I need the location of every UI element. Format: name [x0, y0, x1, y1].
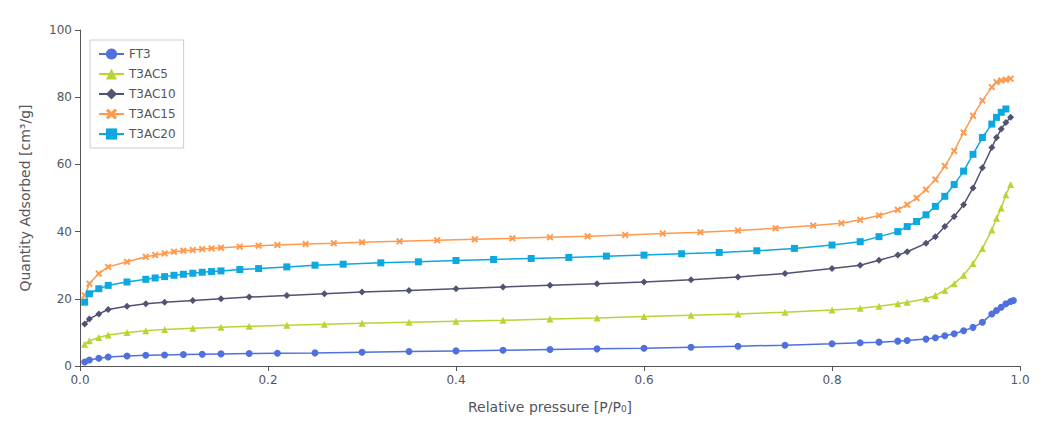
svg-text:0.8: 0.8 [822, 373, 841, 387]
svg-text:FT3: FT3 [129, 47, 151, 61]
svg-text:Quantity Adsorbed [cm³/g]: Quantity Adsorbed [cm³/g] [17, 104, 33, 291]
svg-text:80: 80 [57, 90, 72, 104]
svg-text:1.0: 1.0 [1010, 373, 1029, 387]
svg-text:0.4: 0.4 [446, 373, 465, 387]
svg-text:T3AC5: T3AC5 [128, 67, 168, 81]
svg-text:0.2: 0.2 [258, 373, 277, 387]
svg-text:60: 60 [57, 157, 72, 171]
svg-text:Relative pressure [P/P₀]: Relative pressure [P/P₀] [468, 399, 632, 415]
svg-text:0: 0 [64, 359, 72, 373]
svg-text:T3AC20: T3AC20 [128, 127, 176, 141]
svg-text:T3AC15: T3AC15 [128, 107, 176, 121]
svg-text:100: 100 [49, 23, 72, 37]
svg-text:40: 40 [57, 225, 72, 239]
svg-text:0.6: 0.6 [634, 373, 653, 387]
svg-text:0.0: 0.0 [70, 373, 89, 387]
svg-text:20: 20 [57, 292, 72, 306]
svg-text:T3AC10: T3AC10 [128, 87, 176, 101]
